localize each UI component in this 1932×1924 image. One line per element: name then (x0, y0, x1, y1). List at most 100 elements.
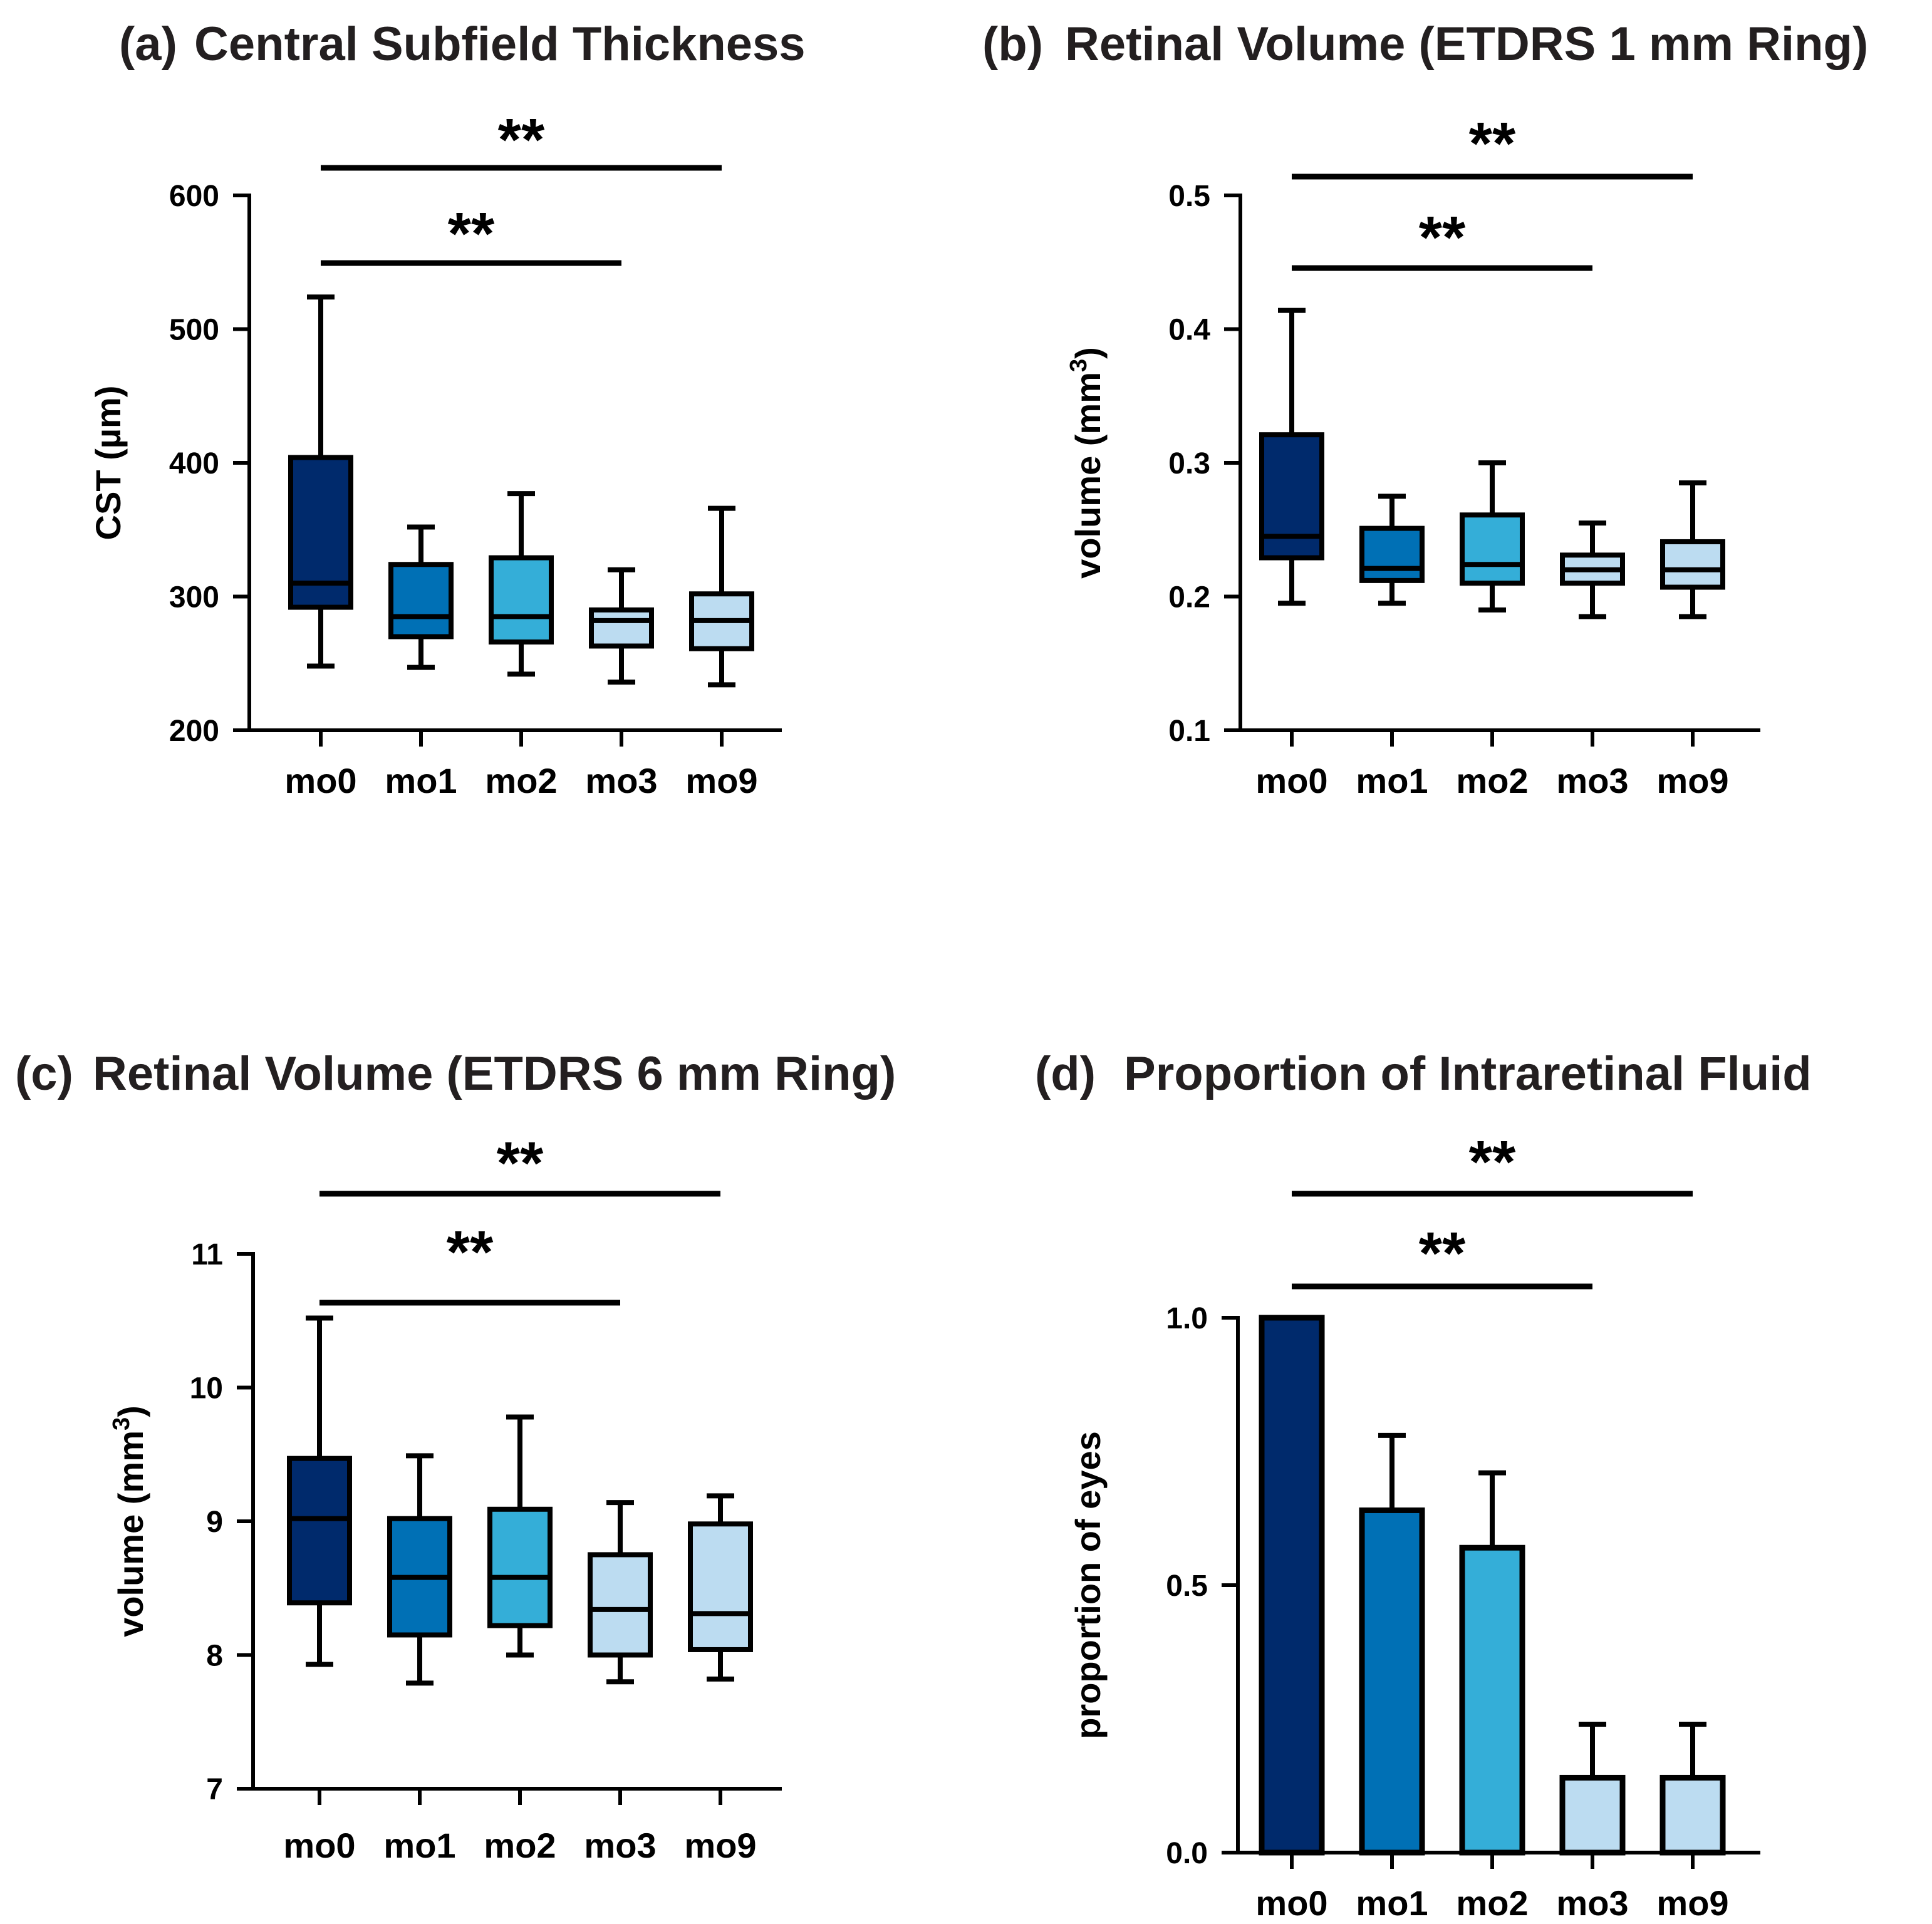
bar-mo1 (1359, 1432, 1425, 1856)
y-tick-label: 600 (169, 180, 219, 213)
panel-title-text: Proportion of Intraretinal Fluid (1124, 1047, 1812, 1100)
y-axis-title-text: CST (µm) (88, 386, 128, 540)
panel-letter: (c) (15, 1047, 73, 1100)
box-iqr (1660, 539, 1725, 590)
x-tick-label: mo0 (1255, 761, 1327, 800)
y-axis-title-end: ) (1068, 347, 1108, 359)
y-axis-title: CST (µm) (88, 386, 128, 540)
significance-label: ** (1469, 1129, 1516, 1196)
panel-title-text: Retinal Volume (ETDRS 6 mm Ring) (93, 1047, 896, 1100)
box-mo1 (388, 524, 454, 670)
y-tick-label: 200 (169, 715, 219, 748)
y-tick-label: 500 (169, 314, 219, 347)
significance-label: ** (1469, 110, 1516, 177)
panel-a: (a) Central Subfield Thickness 200 300 400 50… (88, 18, 806, 800)
y-tick-label: 400 (169, 447, 219, 480)
y-axis-title-sup: 3 (108, 1417, 135, 1430)
box-mo1 (1359, 494, 1425, 606)
significance-label: ** (447, 1219, 494, 1286)
box-iqr (588, 1552, 653, 1658)
x-tick-label: mo9 (1656, 761, 1728, 800)
box-mo3 (589, 567, 654, 685)
y-tick-label: 300 (169, 581, 219, 614)
x-tick-label: mo1 (385, 761, 457, 800)
x-tick-label: mo2 (1456, 761, 1528, 800)
x-tick-label: mo0 (283, 1826, 355, 1865)
box-iqr (1359, 525, 1425, 583)
x-tick-label: mo1 (1356, 1883, 1428, 1923)
y-tick-label: 0.4 (1168, 314, 1210, 347)
bar-mo0 (1259, 1315, 1325, 1856)
x-tick-label: mo0 (1255, 1883, 1327, 1923)
panel-b: (b) Retinal Volume (ETDRS 1 mm Ring) 0.1 0.… (982, 18, 1868, 800)
panel-letter: (d) (1035, 1047, 1096, 1100)
box-mo9 (689, 505, 754, 688)
y-axis-title-text: volume (mm (1068, 372, 1108, 579)
x-tick-label: mo9 (684, 1826, 756, 1865)
significance-label: ** (498, 106, 545, 173)
bar (1659, 1774, 1726, 1856)
x-tick-label: mo9 (685, 761, 757, 800)
bar-mo9 (1659, 1722, 1726, 1856)
bar (1259, 1315, 1325, 1856)
box-iqr (589, 607, 654, 649)
box-iqr (287, 1456, 352, 1606)
y-tick-label: 0.5 (1168, 180, 1210, 213)
y-axis-title: proportion of eyes (1068, 1431, 1108, 1739)
panel-title-text: Central Subfield Thickness (194, 18, 806, 71)
box-mo1 (387, 1453, 452, 1686)
x-tick-label: mo1 (383, 1826, 455, 1865)
x-tick-label: mo2 (484, 1826, 556, 1865)
y-tick-label: 0.1 (1168, 715, 1210, 748)
panel-d: (d) Proportion of Intraretinal Fluid 0.0 0.… (1035, 1047, 1812, 1923)
box-iqr (688, 1521, 753, 1652)
y-tick-label: 0.0 (1166, 1837, 1208, 1870)
x-tick-label: mo3 (585, 761, 657, 800)
x-tick-label: mo3 (584, 1826, 656, 1865)
bar-mo3 (1559, 1722, 1626, 1856)
box-mo2 (489, 491, 554, 677)
box-mo0 (287, 1315, 352, 1667)
bar-mo2 (1459, 1470, 1525, 1856)
significance-label: ** (1419, 204, 1466, 271)
panel-title: (d) Proportion of Intraretinal Fluid (1035, 1047, 1812, 1100)
y-tick-label: 7 (206, 1773, 223, 1806)
y-axis-title: volume (mm3) (1066, 347, 1108, 579)
y-axis-title-end: ) (111, 1405, 150, 1417)
x-tick-label: mo2 (485, 761, 557, 800)
panel-c: (c) Retinal Volume (ETDRS 6 mm Ring) 7 8 9 10… (15, 1047, 896, 1865)
box-mo9 (688, 1493, 753, 1682)
box-mo3 (1560, 520, 1625, 619)
bar (1459, 1544, 1525, 1856)
x-tick-label: mo3 (1556, 761, 1628, 800)
y-tick-label: 10 (190, 1372, 223, 1405)
x-tick-label: mo3 (1556, 1883, 1628, 1923)
x-tick-label: mo2 (1456, 1883, 1528, 1923)
y-axis-title-text: proportion of eyes (1068, 1431, 1108, 1739)
box-iqr (487, 1506, 553, 1628)
y-tick-label: 0.3 (1168, 447, 1210, 480)
significance-label: ** (448, 200, 495, 267)
y-tick-label: 8 (206, 1640, 223, 1673)
y-axis-title: volume (mm3) (108, 1405, 150, 1637)
panel-title-text: Retinal Volume (ETDRS 1 mm Ring) (1065, 18, 1868, 71)
x-tick-label: mo1 (1356, 761, 1428, 800)
box-iqr (388, 562, 454, 639)
y-axis-title-text: volume (mm (111, 1430, 150, 1637)
box-mo3 (588, 1500, 653, 1685)
y-tick-label: 9 (206, 1506, 223, 1539)
panel-title: (a) Central Subfield Thickness (119, 18, 806, 71)
y-tick-label: 0.2 (1168, 581, 1210, 614)
significance-label: ** (1419, 1220, 1466, 1287)
y-tick-label: 11 (191, 1238, 223, 1271)
box-mo0 (1259, 308, 1324, 606)
panel-title: (c) Retinal Volume (ETDRS 6 mm Ring) (15, 1047, 896, 1100)
box-iqr (1460, 512, 1525, 586)
y-axis-title-sup: 3 (1066, 359, 1092, 372)
y-tick-label: 1.0 (1166, 1302, 1208, 1335)
panel-title: (b) Retinal Volume (ETDRS 1 mm Ring) (982, 18, 1868, 71)
box-iqr (489, 555, 554, 645)
box-iqr (1259, 432, 1324, 561)
panel-letter: (a) (119, 18, 177, 71)
